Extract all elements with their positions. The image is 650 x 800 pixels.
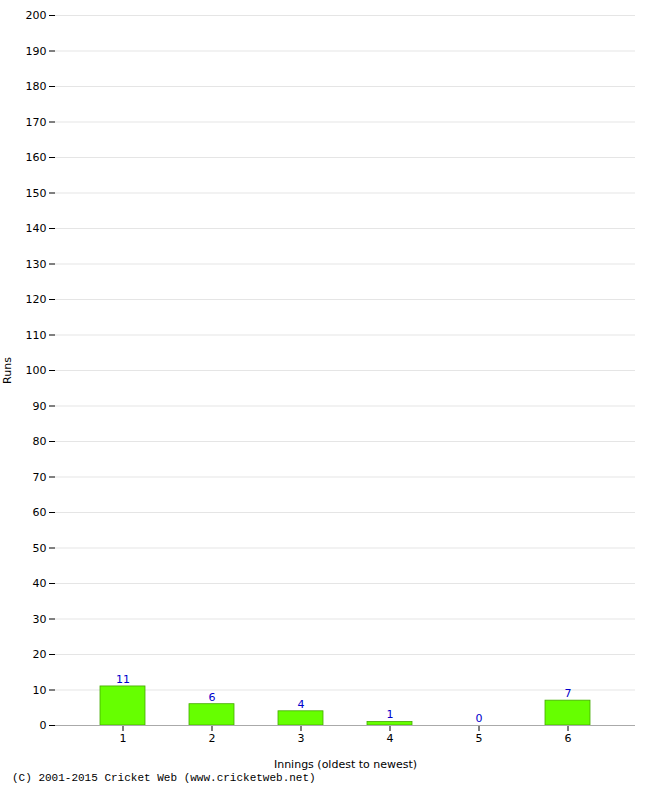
svg-text:4: 4 bbox=[298, 698, 305, 711]
svg-text:10: 10 bbox=[33, 684, 47, 697]
svg-text:200: 200 bbox=[26, 9, 47, 22]
svg-text:Innings (oldest to newest): Innings (oldest to newest) bbox=[274, 758, 417, 771]
svg-text:190: 190 bbox=[26, 45, 47, 58]
svg-text:20: 20 bbox=[33, 648, 47, 661]
svg-text:11: 11 bbox=[116, 673, 130, 686]
svg-text:1: 1 bbox=[387, 708, 394, 721]
svg-text:1: 1 bbox=[120, 732, 127, 745]
svg-text:180: 180 bbox=[26, 80, 47, 93]
svg-text:60: 60 bbox=[33, 506, 47, 519]
svg-text:110: 110 bbox=[26, 329, 47, 342]
svg-text:50: 50 bbox=[33, 542, 47, 555]
svg-text:6: 6 bbox=[565, 732, 572, 745]
svg-text:30: 30 bbox=[33, 613, 47, 626]
svg-text:2: 2 bbox=[209, 732, 216, 745]
svg-text:80: 80 bbox=[33, 435, 47, 448]
svg-text:0: 0 bbox=[476, 712, 483, 725]
svg-text:40: 40 bbox=[33, 577, 47, 590]
svg-text:Runs: Runs bbox=[1, 357, 14, 384]
svg-text:160: 160 bbox=[26, 151, 47, 164]
svg-text:7: 7 bbox=[565, 687, 572, 700]
svg-text:150: 150 bbox=[26, 187, 47, 200]
html-text:(C) 2001-2015 Cricket Web (www: (C) 2001-2015 Cricket Web (www.cricketwe… bbox=[12, 772, 316, 784]
svg-text:130: 130 bbox=[26, 258, 47, 271]
svg-text:5: 5 bbox=[476, 732, 483, 745]
svg-text:0: 0 bbox=[40, 719, 47, 732]
svg-text:3: 3 bbox=[298, 732, 305, 745]
svg-text:140: 140 bbox=[26, 222, 47, 235]
svg-text:120: 120 bbox=[26, 293, 47, 306]
svg-text:170: 170 bbox=[26, 116, 47, 129]
svg-text:6: 6 bbox=[209, 691, 216, 704]
svg-text:70: 70 bbox=[33, 471, 47, 484]
svg-text:90: 90 bbox=[33, 400, 47, 413]
svg-text:100: 100 bbox=[26, 364, 47, 377]
svg-text:4: 4 bbox=[387, 732, 394, 745]
